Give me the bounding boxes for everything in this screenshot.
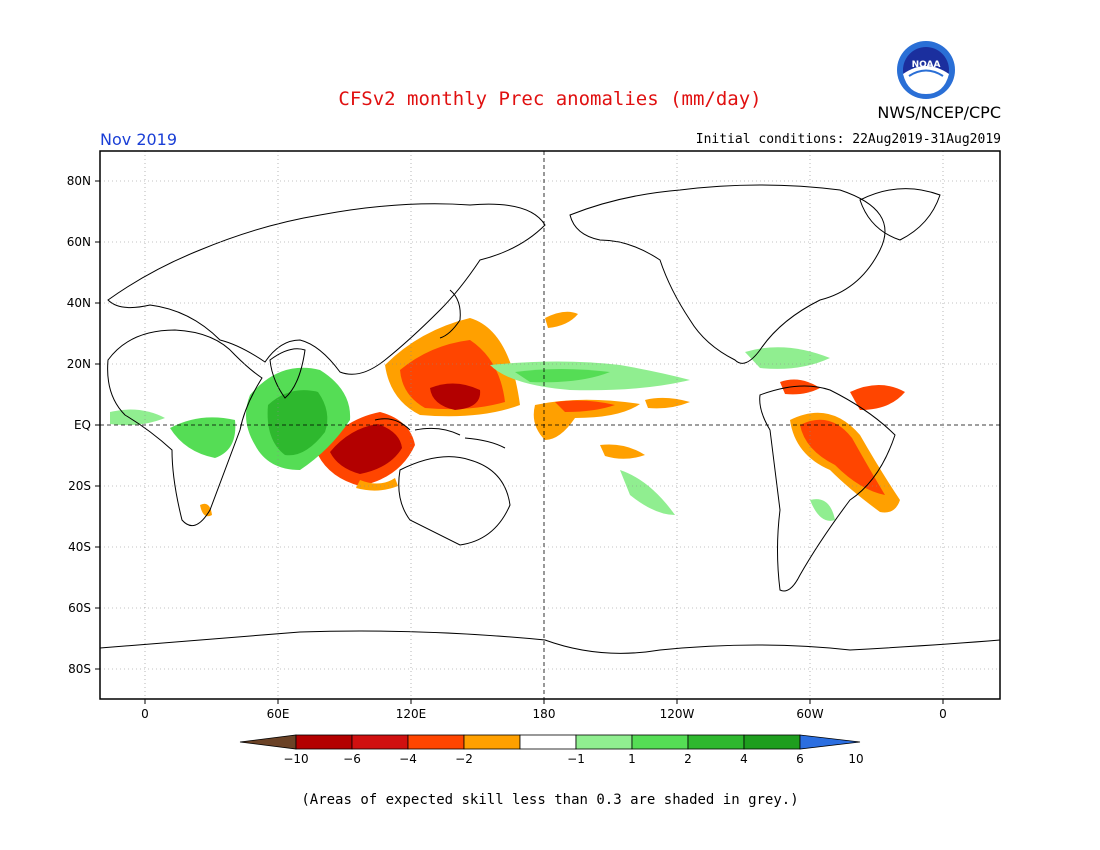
lat-tick-20n: 20N (67, 357, 91, 371)
lon-tick-0: 0 (141, 707, 149, 721)
colorbar-cell (351, 734, 409, 750)
coastlines (99, 184, 1001, 654)
anomaly-region-east-africa-wet-core (267, 390, 328, 456)
colorbar-label: −1 (567, 752, 585, 766)
chart-title: CFSv2 monthly Prec anomalies (mm/day) (338, 88, 762, 110)
colorbar-label: −10 (283, 752, 308, 766)
skill-footnote: (Areas of expected skill less than 0.3 a… (301, 792, 799, 808)
lon-tick-60w: 60W (796, 707, 823, 721)
lon-tick-180: 180 (533, 707, 556, 721)
anomaly-region-central-pacific-dry-red (555, 400, 615, 412)
anomaly-region-pacific-dry-patch (645, 397, 690, 409)
lat-tick-40n: 40N (67, 296, 91, 310)
forecast-month: Nov 2019 (100, 130, 178, 149)
anomaly-region-south-pacific-dry (600, 444, 645, 459)
anomaly-region-madagascar-dry (200, 503, 212, 517)
agency-label: NWS/NCEP/CPC (877, 103, 1001, 122)
colorbar-cell (687, 734, 745, 750)
anomaly-region-west-pacific-dry-dark (430, 383, 481, 410)
colorbar-cell (295, 734, 353, 750)
lat-tick-60n: 60N (67, 235, 91, 249)
colorbar-label: −6 (343, 752, 361, 766)
lon-tick-0-east: 0 (939, 707, 947, 721)
colorbar-low-arrow (239, 734, 297, 750)
coastline-antarctica (99, 630, 1001, 654)
colorbar-high-arrow (799, 734, 861, 750)
coastline-japan (439, 289, 461, 339)
colorbar-label: −4 (399, 752, 417, 766)
colorbar-cell (463, 734, 521, 750)
anomaly-region-central-africa-wet (170, 417, 236, 458)
anomaly-shading (110, 311, 905, 521)
coastline-europe-asia (107, 203, 546, 375)
lon-tick-120w: 120W (660, 707, 695, 721)
graticule (100, 151, 1000, 699)
colorbar-cell (519, 734, 577, 750)
lat-tick-60s: 60S (68, 601, 91, 615)
lat-tick-80s: 80S (68, 662, 91, 676)
anomaly-region-south-america-wet (810, 499, 835, 521)
colorbar-label: 6 (796, 752, 804, 766)
noaa-logo-icon: NOAA (897, 41, 955, 99)
coastline-indonesia (374, 418, 506, 449)
lon-tick-60e: 60E (267, 707, 290, 721)
anomaly-region-south-america-dry-red (800, 419, 885, 495)
anomaly-region-north-pacific-dry-patch (545, 311, 578, 328)
colorbar: −10 −6 −4 −2 −1 1 2 4 6 10 (239, 734, 864, 766)
anomaly-region-atlantic-dry (850, 385, 905, 410)
lat-tick-eq: EQ (74, 418, 91, 432)
colorbar-cell (743, 734, 801, 750)
colorbar-label: 2 (684, 752, 692, 766)
lat-tick-80n: 80N (67, 174, 91, 188)
colorbar-label: 10 (848, 752, 863, 766)
anomaly-region-indian-ocean-dry-outer-ring (356, 478, 398, 491)
coastline-south-america (759, 385, 896, 592)
anomaly-region-north-pacific-wet-core (515, 369, 610, 383)
coastline-north-america (569, 184, 886, 364)
colorbar-cell (575, 734, 633, 750)
colorbar-cell (631, 734, 689, 750)
anomaly-region-indian-ocean-dry-inner (330, 424, 402, 474)
colorbar-label: −2 (455, 752, 473, 766)
coastline-greenland (859, 188, 941, 241)
colorbar-label: 4 (740, 752, 748, 766)
anomaly-region-central-america-wet (745, 347, 830, 369)
anomaly-region-central-pacific-dry (533, 399, 640, 440)
colorbar-label: 1 (628, 752, 636, 766)
lon-tick-120e: 120E (396, 707, 427, 721)
noaa-logo-text: NOAA (912, 60, 941, 70)
anomaly-region-south-pacific-wet (620, 470, 675, 515)
coastline-africa (107, 329, 263, 527)
colorbar-cell (407, 734, 465, 750)
initial-conditions: Initial conditions: 22Aug2019-31Aug2019 (695, 132, 1001, 147)
lat-tick-40s: 40S (68, 540, 91, 554)
coastline-australia (398, 456, 511, 546)
coastline-india (269, 348, 306, 399)
lat-tick-20s: 20S (68, 479, 91, 493)
